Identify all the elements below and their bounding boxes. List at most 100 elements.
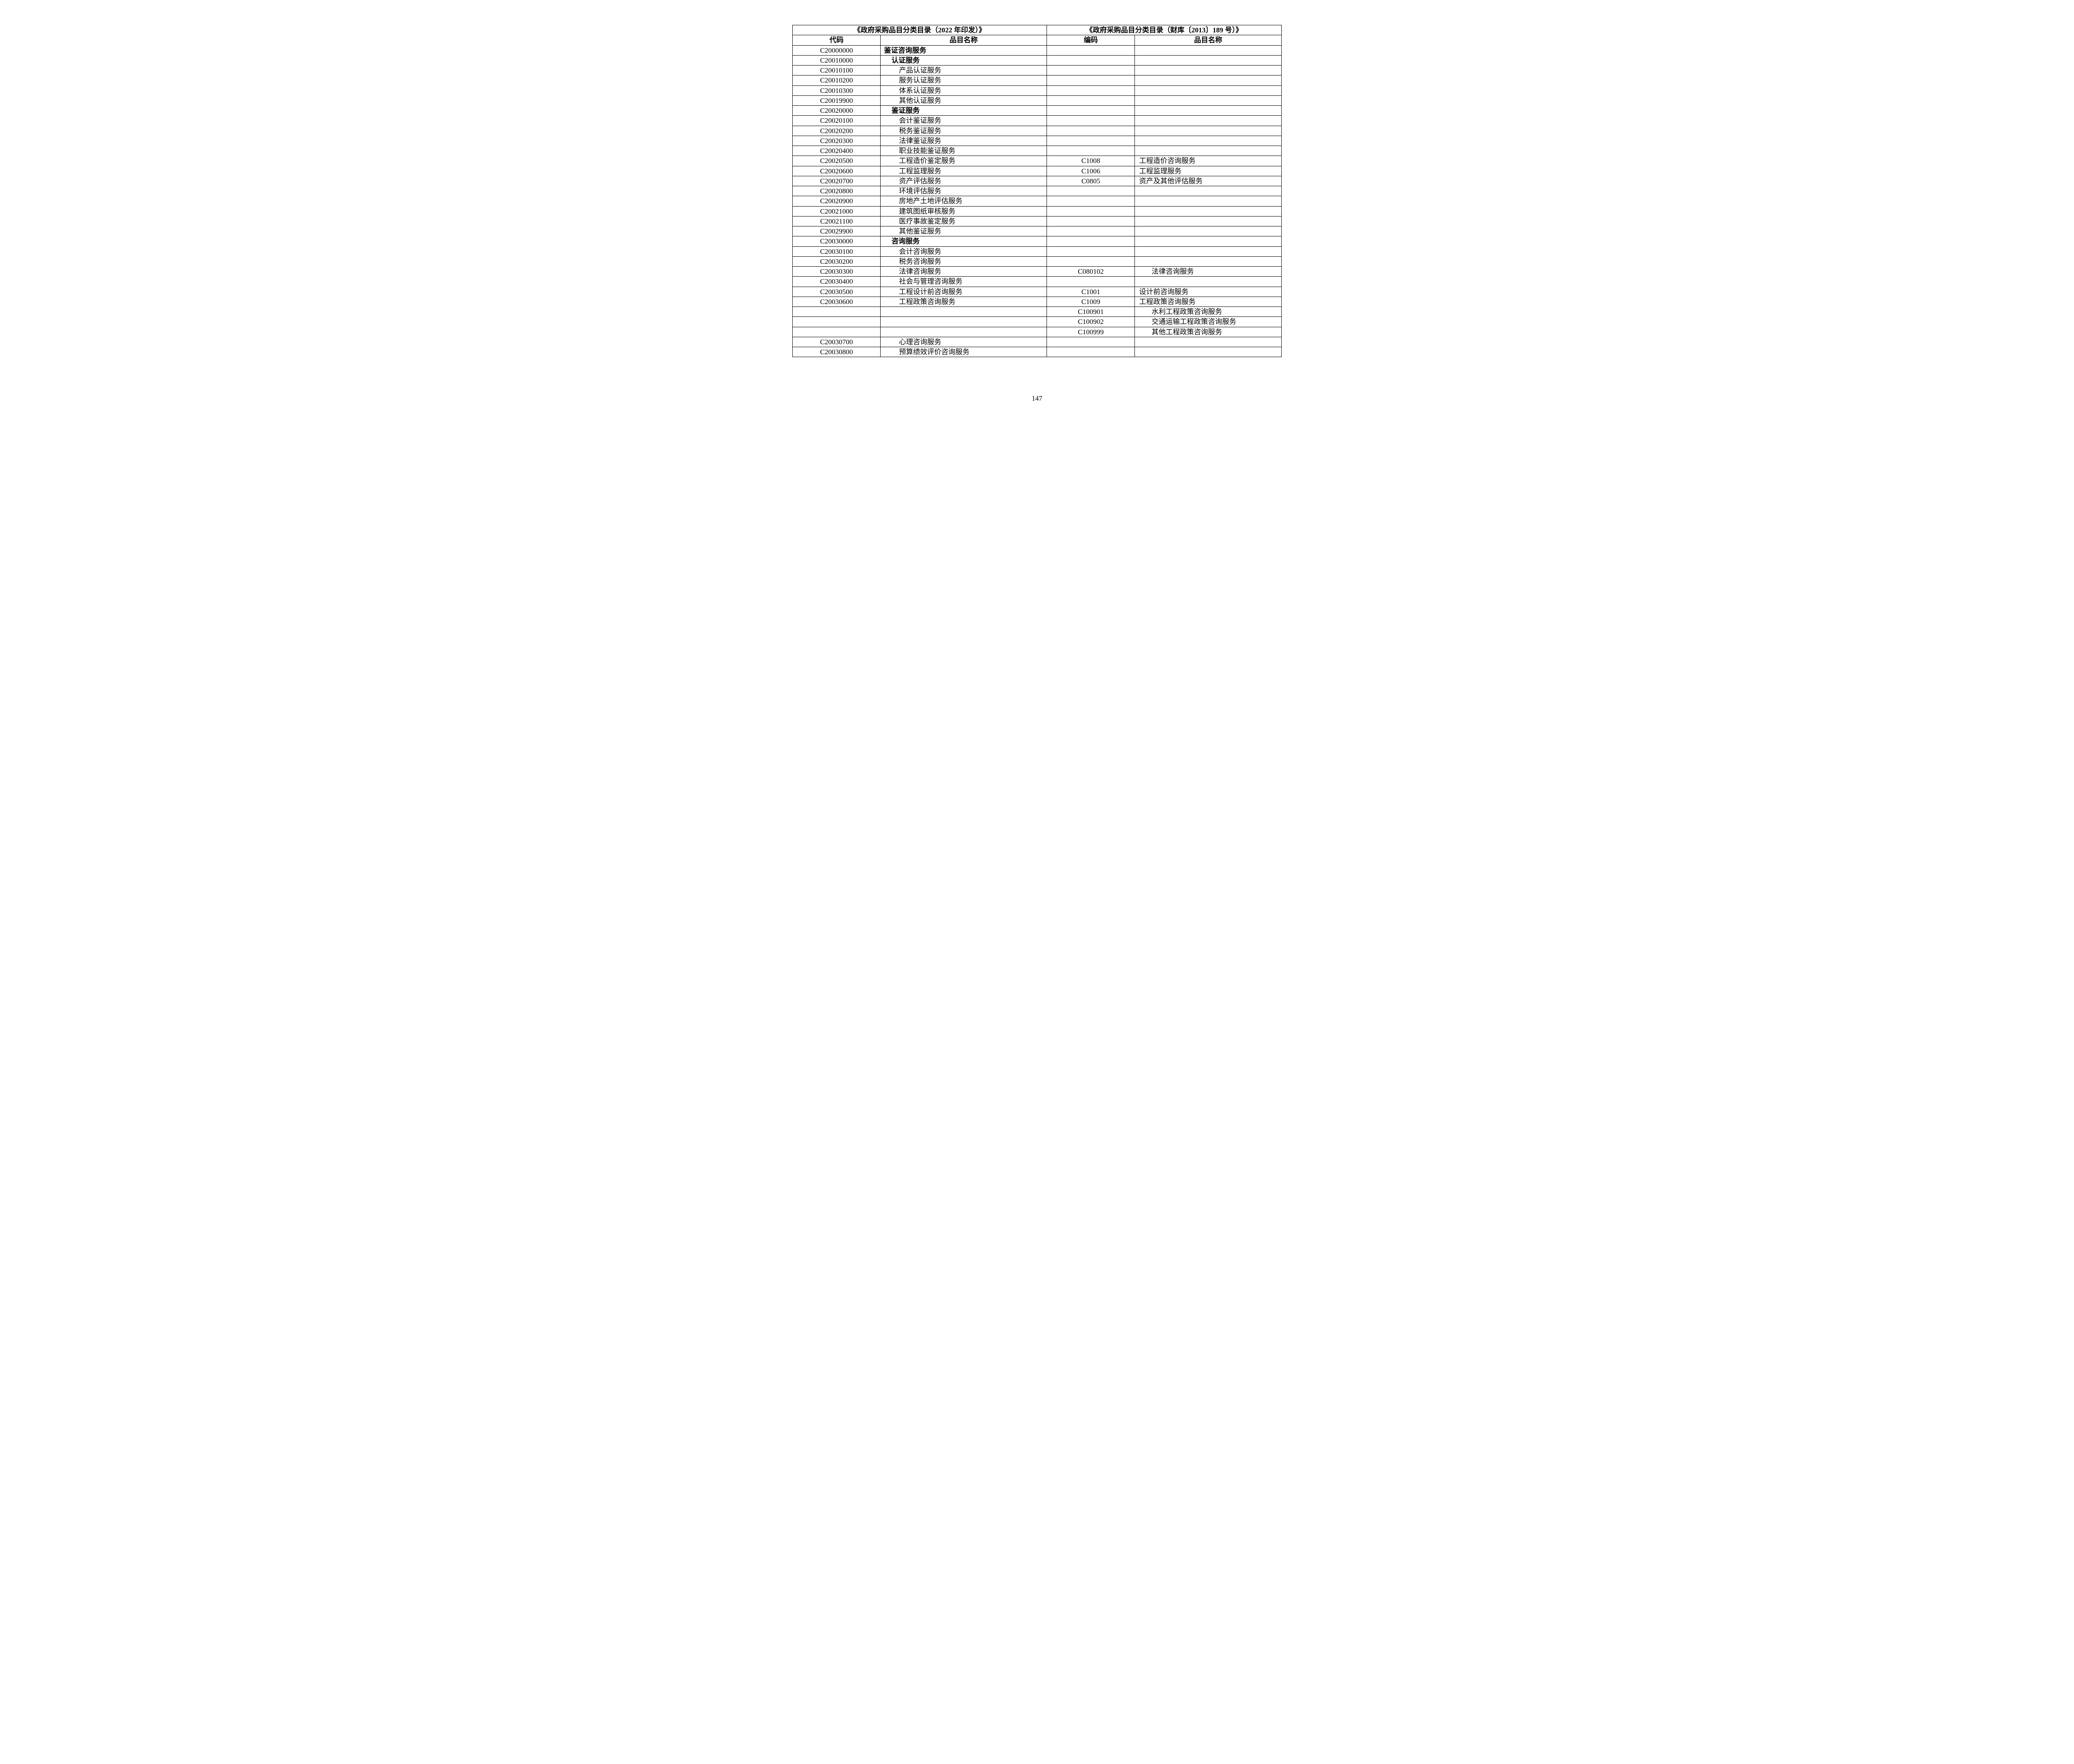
- table-row: C20020700资产评估服务C0805资产及其他评估服务: [793, 176, 1282, 186]
- table-row: C100901水利工程政策咨询服务: [793, 307, 1282, 317]
- cell-name1: 认证服务: [881, 55, 1047, 65]
- header-code1: 代码: [793, 35, 881, 45]
- cell-name2: [1135, 256, 1282, 266]
- cell-name2: [1135, 236, 1282, 246]
- table-row: C20030300法律咨询服务C080102法律咨询服务: [793, 267, 1282, 277]
- cell-code2: [1047, 106, 1135, 116]
- cell-name1: 社会与管理咨询服务: [881, 277, 1047, 287]
- cell-code2: C1006: [1047, 166, 1135, 176]
- cell-code1: C20010300: [793, 85, 881, 95]
- cell-name1: 税务咨询服务: [881, 256, 1047, 266]
- cell-name1: 工程设计前咨询服务: [881, 287, 1047, 297]
- header-group2: 《政府采购品目分类目录（财库〔2013〕189 号）》: [1047, 25, 1282, 35]
- table-row: C20029900其他鉴证服务: [793, 226, 1282, 236]
- cell-code1: C20030000: [793, 236, 881, 246]
- table-row: C20020100会计鉴证服务: [793, 116, 1282, 126]
- cell-code2: [1047, 75, 1135, 85]
- cell-code1: [793, 327, 881, 337]
- cell-code1: C20020700: [793, 176, 881, 186]
- page-container: 《政府采购品目分类目录（2022 年印发）》 《政府采购品目分类目录（财库〔20…: [792, 25, 1282, 403]
- cell-code2: [1047, 186, 1135, 196]
- page-number: 147: [792, 394, 1282, 403]
- table-row: C20030100会计咨询服务: [793, 246, 1282, 256]
- cell-name1: 医疗事故鉴定服务: [881, 216, 1047, 226]
- header-name2: 品目名称: [1135, 35, 1282, 45]
- cell-code2: [1047, 337, 1135, 347]
- table-row: C20020600工程监理服务C1006工程监理服务: [793, 166, 1282, 176]
- cell-code1: C20020500: [793, 156, 881, 166]
- cell-code1: C20030500: [793, 287, 881, 297]
- cell-code2: [1047, 126, 1135, 136]
- cell-code2: C1008: [1047, 156, 1135, 166]
- cell-name2: [1135, 347, 1282, 357]
- cell-name1: [881, 317, 1047, 327]
- cell-code2: C100901: [1047, 307, 1135, 317]
- cell-name2: [1135, 226, 1282, 236]
- cell-name2: [1135, 106, 1282, 116]
- cell-code1: C20030300: [793, 267, 881, 277]
- cell-name1: 会计鉴证服务: [881, 116, 1047, 126]
- table-body: C20000000鉴证咨询服务C20010000认证服务C20010100产品认…: [793, 45, 1282, 357]
- cell-code2: C1001: [1047, 287, 1135, 297]
- cell-name1: 体系认证服务: [881, 85, 1047, 95]
- cell-name2: [1135, 246, 1282, 256]
- cell-name1: 心理咨询服务: [881, 337, 1047, 347]
- table-row: C20030400社会与管理咨询服务: [793, 277, 1282, 287]
- cell-name2: [1135, 95, 1282, 105]
- cell-name2: [1135, 186, 1282, 196]
- cell-name2: 工程造价咨询服务: [1135, 156, 1282, 166]
- cell-code2: [1047, 146, 1135, 156]
- cell-code2: [1047, 85, 1135, 95]
- cell-code1: C20020000: [793, 106, 881, 116]
- cell-code1: C20020400: [793, 146, 881, 156]
- cell-name2: 设计前咨询服务: [1135, 287, 1282, 297]
- cell-code2: [1047, 246, 1135, 256]
- cell-name1: 建筑图纸审核服务: [881, 206, 1047, 216]
- table-row: C20020200税务鉴证服务: [793, 126, 1282, 136]
- catalog-table: 《政府采购品目分类目录（2022 年印发）》 《政府采购品目分类目录（财库〔20…: [792, 25, 1282, 357]
- cell-code1: C20021000: [793, 206, 881, 216]
- cell-code2: C1009: [1047, 297, 1135, 307]
- cell-code2: [1047, 236, 1135, 246]
- cell-name1: 税务鉴证服务: [881, 126, 1047, 136]
- table-row: C20020000鉴证服务: [793, 106, 1282, 116]
- table-row: C20030500工程设计前咨询服务C1001设计前咨询服务: [793, 287, 1282, 297]
- cell-code1: C20010000: [793, 55, 881, 65]
- cell-code1: C20030600: [793, 297, 881, 307]
- cell-name2: 工程监理服务: [1135, 166, 1282, 176]
- cell-code1: C20020800: [793, 186, 881, 196]
- table-row: C20010200服务认证服务: [793, 75, 1282, 85]
- cell-name1: [881, 327, 1047, 337]
- cell-name2: [1135, 206, 1282, 216]
- cell-name1: 预算绩效评价咨询服务: [881, 347, 1047, 357]
- cell-name2: [1135, 66, 1282, 75]
- cell-code1: [793, 307, 881, 317]
- cell-name2: [1135, 136, 1282, 146]
- cell-code1: C20000000: [793, 45, 881, 55]
- cell-name1: 资产评估服务: [881, 176, 1047, 186]
- cell-code2: C0805: [1047, 176, 1135, 186]
- cell-name2: 资产及其他评估服务: [1135, 176, 1282, 186]
- cell-name2: [1135, 85, 1282, 95]
- cell-code1: C20020900: [793, 196, 881, 206]
- cell-code1: C20020100: [793, 116, 881, 126]
- cell-name1: 工程监理服务: [881, 166, 1047, 176]
- cell-name1: 鉴证咨询服务: [881, 45, 1047, 55]
- cell-name2: [1135, 337, 1282, 347]
- cell-code1: C20021100: [793, 216, 881, 226]
- cell-code2: [1047, 226, 1135, 236]
- table-row: C20030700心理咨询服务: [793, 337, 1282, 347]
- cell-code1: C20010100: [793, 66, 881, 75]
- table-row: C20030800预算绩效评价咨询服务: [793, 347, 1282, 357]
- cell-code1: C20030700: [793, 337, 881, 347]
- cell-code2: [1047, 45, 1135, 55]
- table-row: C20019900其他认证服务: [793, 95, 1282, 105]
- cell-code2: C080102: [1047, 267, 1135, 277]
- cell-name1: 法律鉴证服务: [881, 136, 1047, 146]
- cell-name2: 交通运输工程政策咨询服务: [1135, 317, 1282, 327]
- table-head: 《政府采购品目分类目录（2022 年印发）》 《政府采购品目分类目录（财库〔20…: [793, 25, 1282, 46]
- table-row: C20021000建筑图纸审核服务: [793, 206, 1282, 216]
- cell-name1: 其他认证服务: [881, 95, 1047, 105]
- cell-name2: [1135, 116, 1282, 126]
- cell-code2: [1047, 95, 1135, 105]
